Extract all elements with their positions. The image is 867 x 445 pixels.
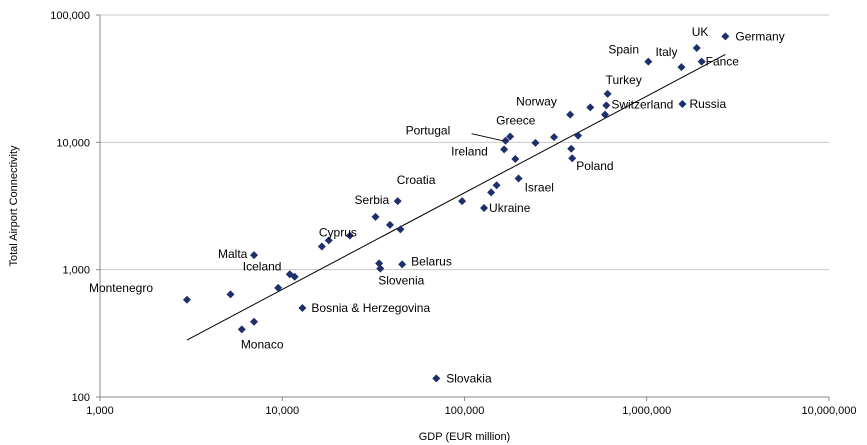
data-point <box>600 110 609 119</box>
point-label: Switzerland <box>611 97 673 111</box>
annotation-label: Portugal <box>406 124 451 138</box>
point-label: Iceland <box>243 259 282 273</box>
data-point <box>514 174 523 183</box>
x-tick-label: 10,000,000 <box>801 405 856 417</box>
point-label: Norway <box>516 95 557 109</box>
data-point <box>677 63 686 72</box>
data-point <box>298 303 307 312</box>
point-label: Italy <box>655 45 677 59</box>
data-point <box>396 225 405 234</box>
data-point <box>226 290 235 299</box>
point-label: Ukraine <box>489 201 531 215</box>
data-point <box>492 181 501 190</box>
point-label: Turkey <box>606 73 642 87</box>
data-point <box>566 110 575 119</box>
data-point <box>692 44 701 53</box>
data-point <box>375 259 384 268</box>
data-point <box>586 103 595 112</box>
point-label: Cyprus <box>319 226 357 240</box>
y-tick-label: 1,000 <box>62 265 90 277</box>
point-label: Poland <box>576 159 613 173</box>
gridlines <box>100 14 829 271</box>
data-point <box>480 203 489 212</box>
point-label: Russia <box>689 97 726 111</box>
data-point <box>345 231 354 240</box>
data-point <box>250 251 259 260</box>
point-label: Monaco <box>241 337 284 351</box>
point-label: Ireland <box>451 144 488 158</box>
data-point <box>458 197 467 206</box>
annotation-leader-line <box>471 133 503 142</box>
data-point <box>182 295 191 304</box>
x-tick-label: 10,000 <box>265 405 299 417</box>
point-label: Germany <box>735 29 784 43</box>
point-label: Greece <box>496 114 536 128</box>
data-point <box>376 264 385 273</box>
data-points <box>182 32 730 383</box>
data-point <box>721 32 730 41</box>
data-point <box>317 242 326 251</box>
point-label: Belarus <box>411 254 452 268</box>
point-label: UK <box>692 25 709 39</box>
data-point <box>506 132 515 141</box>
y-tick-label: 100 <box>72 392 90 404</box>
x-tick-label: 1,000,000 <box>622 405 671 417</box>
data-point <box>385 220 394 229</box>
data-point <box>644 57 653 66</box>
point-label: Slovakia <box>446 371 492 385</box>
data-point <box>398 260 407 269</box>
data-point <box>487 188 496 197</box>
data-point <box>290 272 299 281</box>
x-tick-labels: 1,000 10,000 100,000 1,000,000 10,000,000 <box>86 405 856 417</box>
data-point <box>574 131 583 140</box>
y-tick-label: 100,000 <box>50 10 90 22</box>
point-label: Serbia <box>355 193 390 207</box>
data-point <box>500 145 509 154</box>
axes <box>96 14 830 401</box>
data-point <box>567 144 576 153</box>
data-point <box>324 236 333 245</box>
data-point <box>697 57 706 66</box>
y-axis-title: Total Airport Connectivity <box>8 145 20 267</box>
point-label: Spain <box>608 43 639 57</box>
data-point <box>511 154 520 163</box>
data-point <box>678 100 687 109</box>
data-point <box>550 133 559 142</box>
y-tick-labels: 100 1,000 10,000 100,000 <box>50 10 90 404</box>
point-label: Israel <box>525 180 554 194</box>
point-label: Croatia <box>397 173 436 187</box>
data-point <box>568 154 577 163</box>
x-tick-label: 1,000 <box>86 405 114 417</box>
point-label: Slovenia <box>378 274 424 288</box>
data-point <box>250 317 259 326</box>
point-label: Malta <box>218 247 248 261</box>
point-label: Bosnia & Herzegovina <box>311 301 430 315</box>
annotations: Portugal <box>406 124 503 142</box>
x-axis-title: GDP (EUR million) <box>419 431 510 443</box>
point-label: Fance <box>706 55 740 69</box>
data-point <box>432 374 441 383</box>
trendline-group <box>186 54 726 341</box>
y-tick-label: 10,000 <box>56 137 90 149</box>
data-point <box>501 136 510 145</box>
data-point <box>603 89 612 98</box>
data-point <box>602 101 611 110</box>
data-point <box>274 283 283 292</box>
data-point <box>393 197 402 206</box>
point-label: Montenegro <box>89 281 153 295</box>
data-point <box>237 325 246 334</box>
x-tick-label: 100,000 <box>445 405 485 417</box>
data-point <box>531 138 540 147</box>
trendline <box>186 54 726 341</box>
data-point <box>371 212 380 221</box>
